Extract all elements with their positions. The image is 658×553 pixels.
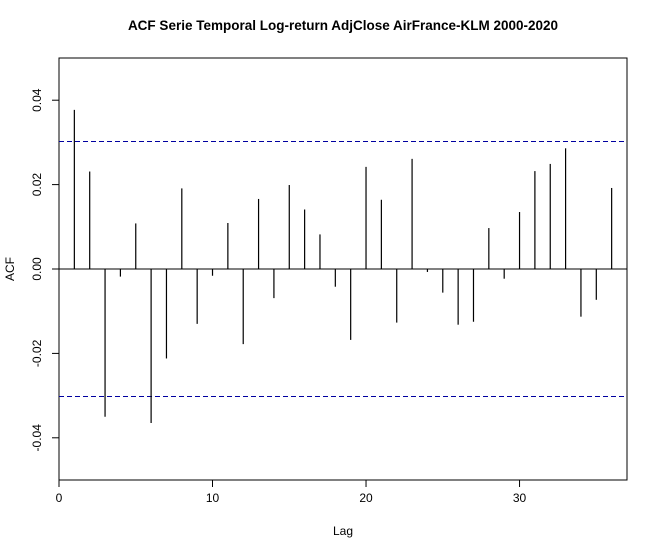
chart-title: ACF Serie Temporal Log-return AdjClose A…: [128, 18, 558, 33]
x-tick-label: 10: [206, 491, 220, 505]
x-tick-label: 30: [513, 491, 527, 505]
y-tick-label: -0.04: [30, 424, 44, 452]
plot-area: 0 10 20 30 -0.04 -0.02 0.00 0.02 0.04: [30, 57, 628, 505]
y-tick-label: 0.04: [30, 88, 44, 112]
x-tick-label: 20: [359, 491, 373, 505]
x-tick-label: 0: [56, 491, 63, 505]
x-axis-title: Lag: [333, 524, 353, 538]
y-tick-label: 0.02: [30, 173, 44, 197]
y-tick-label: -0.02: [30, 339, 44, 367]
y-axis-title: ACF: [3, 257, 17, 281]
y-tick-label: 0.00: [30, 257, 44, 281]
